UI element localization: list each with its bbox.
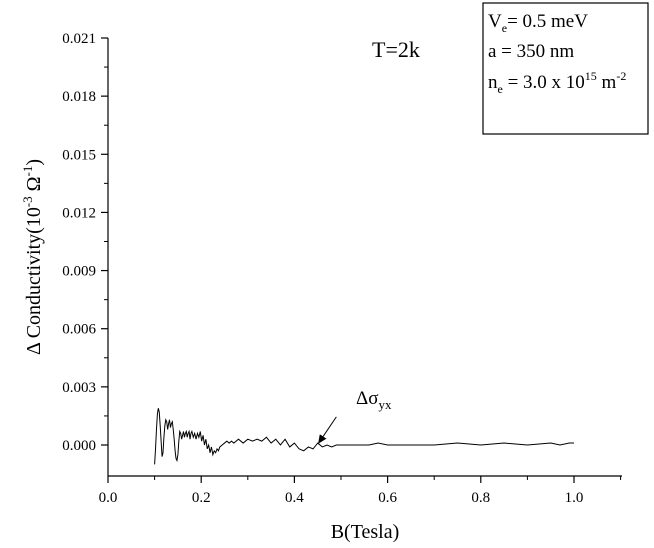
- y-tick-label: 0.021: [62, 31, 96, 47]
- x-tick-label: 0.2: [192, 490, 211, 506]
- temperature-annotation: T=2k: [372, 37, 420, 62]
- y-tick-label: 0.015: [62, 147, 96, 163]
- y-tick-label: 0.009: [62, 264, 96, 280]
- y-tick-label: 0.006: [62, 322, 96, 338]
- x-ticks: 0.0 0.2 0.4 0.6 0.8 1.0: [99, 476, 584, 506]
- parameter-ne: ne = 3.0 x 1015 m-2: [488, 69, 626, 96]
- x-tick-label: 0.8: [471, 490, 490, 506]
- parameter-box-frame: [482, 2, 649, 135]
- x-tick-label: 1.0: [565, 490, 584, 506]
- parameter-box: Ve= 0.5 meV a = 350 nm ne = 3.0 x 1015 m…: [482, 2, 649, 135]
- x-axis-label: B(Tesla): [331, 521, 400, 543]
- parameter-a: a = 350 nm: [488, 41, 574, 62]
- x-tick-label: 0.0: [99, 490, 118, 506]
- y-tick-label: 0.003: [62, 380, 96, 396]
- x-tick-label: 0.4: [285, 490, 304, 506]
- series-line-delta-sigma-yx: [154, 408, 574, 465]
- x-minor-ticks: [154, 476, 622, 480]
- y-axis-label: Δ Conductivity(10-3 Ω-1): [20, 159, 45, 355]
- y-ticks: 0.000 0.003 0.006 0.009 0.012 0.015 0.018 0.021: [62, 31, 108, 454]
- x-tick-label: 0.6: [378, 490, 397, 506]
- y-tick-label: 0.000: [62, 438, 96, 454]
- parameter-ve: Ve= 0.5 meV: [488, 11, 588, 35]
- series-annotation: Δσyx: [356, 388, 392, 412]
- y-minor-ticks: [104, 66, 108, 417]
- y-tick-label: 0.018: [62, 89, 96, 105]
- annotation-arrow: [318, 416, 337, 444]
- y-tick-label: 0.012: [62, 205, 96, 221]
